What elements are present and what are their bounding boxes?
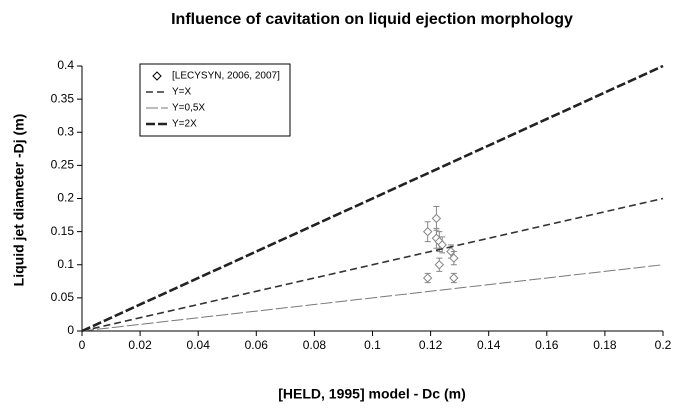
legend-label: Y=X (172, 87, 192, 98)
x-tick-label: 0.02 (128, 338, 152, 352)
reference-line (81, 197, 664, 332)
y-tick-label: 0.3 (57, 124, 74, 138)
x-tick-label: 0.12 (419, 338, 443, 352)
y-tick-label: 0.05 (51, 290, 75, 304)
data-point (431, 213, 442, 224)
y-tick-label: 0 (67, 323, 74, 337)
reference-line (81, 264, 664, 332)
y-tick-label: 0.2 (57, 191, 74, 205)
x-tick-label: 0.2 (655, 338, 672, 352)
x-tick-label: 0.16 (535, 338, 559, 352)
data-point (422, 226, 433, 237)
legend: [LECYSYN, 2006, 2007] Y=X Y=0,5X Y=2X (139, 63, 291, 137)
x-tick-label: 0.1 (364, 338, 381, 352)
legend-marker (152, 71, 162, 81)
x-tick-label: 0 (79, 338, 86, 352)
data-point (434, 260, 445, 270)
x-tick-label: 0.06 (245, 338, 269, 352)
chart-title: Influence of cavitation on liquid ejecti… (171, 11, 573, 28)
x-tick-label: 0.18 (593, 338, 617, 352)
y-tick-label: 0.4 (57, 58, 74, 72)
data-point (449, 273, 459, 283)
x-tick-label: 0.14 (477, 338, 501, 352)
x-axis-label: [HELD, 1995] model - Dc (m) (278, 386, 465, 402)
y-tick-label: 0.35 (51, 91, 75, 105)
y-tick-label: 0.25 (51, 158, 75, 172)
y-axis-label: Liquid jet diameter -Dj (m) (11, 114, 27, 287)
reference-line (81, 64, 664, 333)
data-point (422, 273, 433, 283)
legend-label: Y=0,5X (172, 103, 205, 114)
legend-label: [LECYSYN, 2006, 2007] (172, 71, 280, 82)
data-point (449, 253, 459, 263)
x-tick-label: 0.04 (187, 338, 211, 352)
x-tick-label: 0.08 (303, 338, 327, 352)
legend-label: Y=2X (172, 119, 197, 130)
y-tick-label: 0.1 (57, 257, 74, 271)
y-tick-label: 0.15 (51, 224, 75, 238)
